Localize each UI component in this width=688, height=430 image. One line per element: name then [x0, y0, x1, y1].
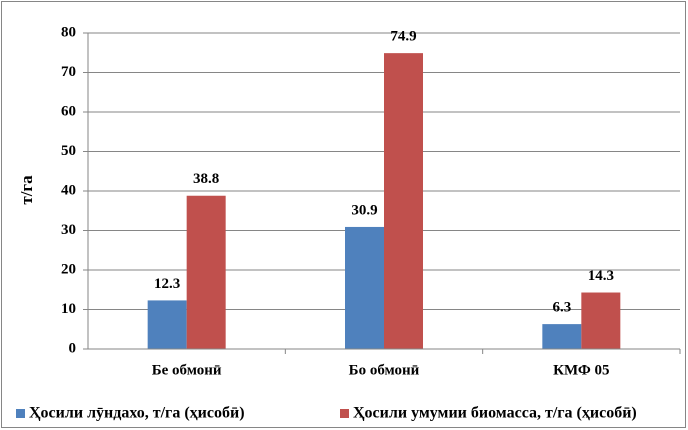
y-tick-label: 10 [61, 301, 76, 317]
y-tick-label: 80 [61, 24, 76, 40]
bar [581, 292, 621, 349]
x-tick-label: Бе обмонӣ [152, 362, 222, 378]
y-tick-label: 0 [69, 340, 77, 356]
y-tick-label: 30 [61, 222, 76, 238]
y-axis-label: т/га [17, 175, 36, 205]
y-tick-label: 20 [61, 261, 76, 277]
data-label: 38.8 [193, 171, 219, 187]
y-tick-label: 40 [61, 182, 76, 198]
bar [345, 226, 384, 349]
legend-label: Ҳосили умумии биомасса, т/га (ҳисобӣ) [353, 405, 637, 422]
bar [186, 195, 226, 349]
bar [147, 300, 187, 349]
legend-swatch [340, 409, 349, 418]
legend-swatch [16, 409, 25, 418]
data-label: 74.9 [390, 29, 416, 45]
data-label: 6.3 [552, 300, 571, 316]
x-tick-label: КМФ 05 [553, 362, 609, 378]
data-label: 30.9 [351, 202, 377, 218]
y-tick-label: 50 [61, 143, 76, 159]
data-label: 14.3 [588, 268, 614, 284]
bar [384, 53, 423, 350]
legend-label: Ҳосили лӯндахо, т/га (ҳисобӣ) [29, 405, 245, 422]
y-tick-label: 70 [61, 64, 76, 80]
data-label: 12.3 [154, 276, 180, 292]
y-tick-label: 60 [61, 103, 76, 119]
x-tick-label: Бо обмонӣ [349, 362, 420, 378]
bar [542, 324, 582, 349]
